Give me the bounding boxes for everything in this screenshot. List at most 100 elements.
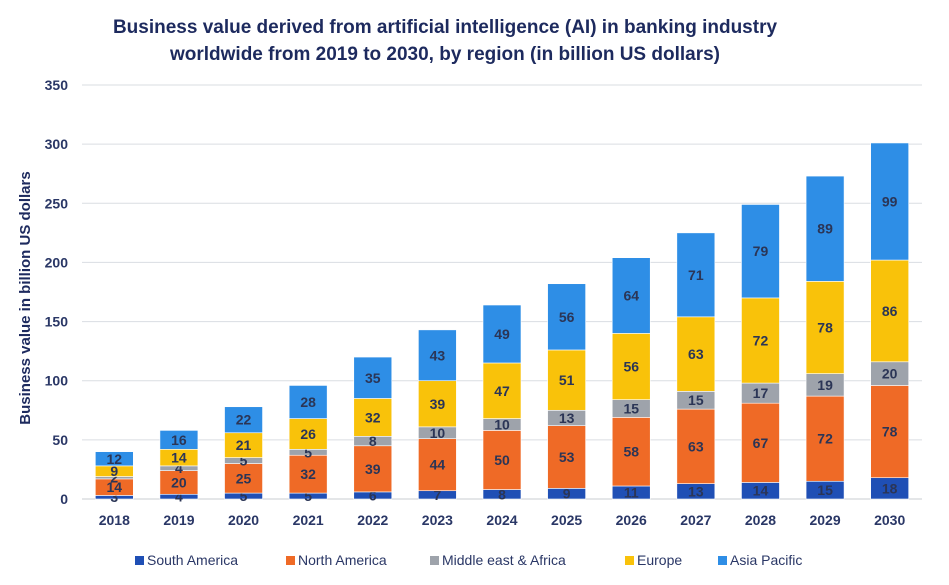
bar-segment — [676, 232, 716, 318]
data-label: 9 — [563, 486, 571, 502]
data-label: 28 — [300, 394, 316, 410]
legend-item: Asia Pacific — [718, 552, 802, 568]
data-label: 47 — [494, 383, 510, 399]
bar-segment — [741, 204, 780, 299]
bar-stack-2022: 6 39 8 32 35 — [353, 356, 393, 503]
data-label: 20 — [882, 366, 898, 382]
bar-segment — [547, 283, 586, 351]
legend-swatch — [135, 556, 144, 565]
legend-label: South America — [147, 552, 238, 568]
bar-segment — [611, 257, 651, 334]
data-label: 20 — [171, 474, 187, 490]
x-tick-label: 2023 — [422, 512, 453, 528]
legend-item: North America — [286, 552, 387, 568]
bar-segment — [224, 406, 263, 434]
legend-swatch — [718, 556, 727, 565]
data-label: 2 — [110, 470, 118, 486]
data-label: 44 — [430, 457, 446, 473]
bar-segment — [418, 438, 457, 492]
bar-stack-2027: 13 63 15 63 71 — [676, 232, 716, 499]
data-label: 63 — [688, 346, 704, 362]
data-label: 13 — [688, 483, 704, 499]
x-tick-label: 2028 — [745, 512, 776, 528]
data-label: 4 — [175, 460, 183, 476]
bar-segment — [741, 402, 780, 483]
bar-segment — [870, 385, 909, 479]
legend-label: North America — [298, 552, 387, 568]
bars: 3142912420414165255212253252628639832357… — [95, 142, 909, 505]
bar-segment — [547, 425, 586, 489]
bar-segment — [288, 418, 328, 450]
data-label: 39 — [365, 461, 381, 477]
data-label: 89 — [817, 221, 833, 237]
data-label: 39 — [430, 396, 446, 412]
data-label: 11 — [624, 484, 639, 500]
bar-stack-2029: 15 72 19 78 89 — [805, 175, 845, 500]
data-label: 35 — [365, 370, 381, 386]
data-label: 71 — [688, 267, 704, 283]
data-label: 18 — [882, 480, 898, 496]
y-tick-label: 250 — [45, 195, 69, 211]
y-axis-ticks: 0 50 100 150 200 250 300 350 — [45, 77, 69, 507]
data-label: 49 — [494, 326, 510, 342]
data-label: 14 — [753, 483, 769, 499]
data-label: 4 — [175, 489, 183, 505]
x-tick-label: 2027 — [680, 512, 711, 528]
y-tick-label: 200 — [45, 254, 69, 270]
data-label: 67 — [753, 435, 769, 451]
x-tick-label: 2030 — [874, 512, 905, 528]
bar-segment — [676, 316, 716, 392]
data-label: 5 — [240, 488, 248, 504]
data-label: 15 — [688, 392, 704, 408]
data-label: 9 — [110, 463, 118, 479]
x-tick-label: 2022 — [357, 512, 388, 528]
legend-swatch — [625, 556, 634, 565]
y-tick-label: 0 — [60, 491, 68, 507]
legend-label: Asia Pacific — [730, 552, 802, 568]
chart-title-line-2: worldwide from 2019 to 2030, by region (… — [169, 44, 720, 65]
legend-swatch — [286, 556, 295, 565]
bar-segment — [288, 385, 328, 419]
bar-segment — [288, 454, 328, 494]
y-tick-label: 350 — [45, 77, 69, 93]
data-label: 5 — [304, 444, 312, 460]
legend-label: Europe — [637, 552, 682, 568]
data-label: 72 — [753, 332, 769, 348]
data-label: 3 — [110, 489, 118, 505]
bar-segment — [482, 430, 522, 490]
data-label: 15 — [623, 401, 639, 417]
bar-segment — [547, 349, 586, 411]
legend-label: Middle east & Africa — [442, 552, 566, 568]
data-label: 5 — [304, 488, 312, 504]
data-label: 17 — [753, 385, 769, 401]
x-tick-label: 2019 — [163, 512, 194, 528]
bar-stack-2021: 5 32 5 26 28 — [288, 385, 328, 504]
y-tick-label: 150 — [45, 314, 69, 330]
chart-title-line-1: Business value derived from artificial i… — [113, 17, 778, 38]
x-tick-label: 2029 — [809, 512, 840, 528]
x-axis-ticks: 2018 2019 2020 2021 2022 2023 2024 2025 2026 2027… — [99, 512, 906, 528]
bar-segment — [353, 356, 393, 399]
data-label: 79 — [753, 243, 769, 259]
bar-segment — [482, 304, 522, 364]
data-label: 51 — [559, 372, 575, 388]
bar-segment — [418, 329, 457, 382]
data-label: 12 — [107, 451, 123, 467]
x-tick-label: 2021 — [293, 512, 324, 528]
y-axis-label: Business value in billion US dollars — [17, 171, 34, 424]
bar-stack-2024: 8 50 10 47 49 — [482, 304, 522, 502]
data-label: 53 — [559, 449, 575, 465]
data-label: 8 — [498, 486, 506, 502]
data-label: 99 — [882, 194, 898, 210]
bar-stack-2028: 14 67 17 72 79 — [741, 204, 780, 500]
x-tick-label: 2018 — [99, 512, 130, 528]
data-label: 58 — [623, 444, 639, 460]
y-tick-label: 300 — [45, 136, 69, 152]
x-tick-label: 2024 — [486, 512, 517, 528]
data-label: 16 — [171, 432, 187, 448]
legend-swatch — [430, 556, 439, 565]
bar-segment — [353, 398, 393, 437]
